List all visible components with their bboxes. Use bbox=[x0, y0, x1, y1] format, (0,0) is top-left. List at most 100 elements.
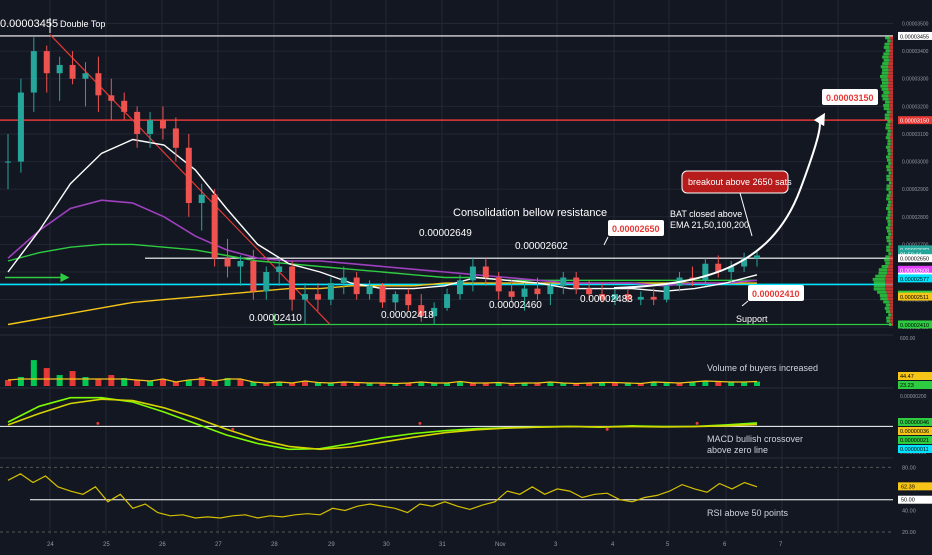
candle-body bbox=[405, 294, 412, 306]
macd-tick: 0.00000200 bbox=[900, 394, 927, 400]
volume-profile-bar bbox=[886, 165, 891, 169]
rsi-tag-text: 50.00 bbox=[901, 498, 915, 504]
volume-tag-text: 23.23 bbox=[900, 383, 914, 389]
volume-profile-bar bbox=[873, 284, 886, 288]
macd-annotation-2: above zero line bbox=[707, 445, 768, 455]
volume-bar bbox=[302, 381, 309, 386]
volume-profile-bar bbox=[888, 94, 893, 98]
label-2410: 0.00002410 bbox=[249, 313, 302, 324]
candle-body bbox=[482, 266, 489, 278]
volume-bar bbox=[431, 383, 438, 386]
volume-profile-bar bbox=[891, 181, 893, 185]
price-axis[interactable]: 0.00003500 0.00003400 0.00003300 0.00003200… bbox=[47, 0, 932, 550]
price-tick: 0.00003100 bbox=[902, 132, 929, 138]
target-price-text: 0.00003150 bbox=[826, 93, 874, 103]
candle-body bbox=[289, 266, 296, 300]
volume-profile-bar bbox=[881, 81, 889, 85]
volume-profile-bar bbox=[890, 120, 893, 124]
volume-profile-bar bbox=[890, 194, 893, 198]
grid bbox=[0, 0, 932, 535]
candle-body bbox=[379, 285, 386, 303]
volume-profile-bar bbox=[888, 181, 892, 185]
volume-profile-bar bbox=[886, 155, 891, 159]
volume-bar bbox=[172, 382, 179, 386]
volume-profile-bar bbox=[887, 129, 891, 133]
breakout-text: breakout above 2650 sats bbox=[688, 177, 792, 187]
crossover-dot bbox=[695, 421, 699, 425]
volume-profile-bar bbox=[891, 232, 893, 236]
label-2418: 0.00002418 bbox=[381, 310, 434, 321]
volume-bar bbox=[521, 383, 528, 386]
volume-profile-bar bbox=[881, 94, 889, 98]
volume-profile-bar bbox=[889, 306, 893, 310]
volume-profile-bar bbox=[886, 187, 891, 191]
volume-profile-bar bbox=[888, 68, 893, 72]
volume-profile-bar bbox=[890, 49, 893, 53]
volume-profile-bar bbox=[890, 149, 893, 153]
candle-body bbox=[69, 64, 76, 79]
volume-profile-bar bbox=[890, 207, 893, 211]
price-tag-text: 0.00002410 bbox=[900, 323, 929, 329]
volume-profile-bar bbox=[891, 242, 893, 246]
volume-profile-bar bbox=[883, 45, 890, 49]
volume-profile-bar bbox=[886, 290, 893, 294]
macd-tag-text: 0.00000021 bbox=[900, 438, 929, 444]
price-tick: 0.00002900 bbox=[902, 187, 929, 193]
volume-profile-bar bbox=[886, 319, 891, 323]
ema50-line bbox=[7, 199, 758, 287]
volume-bar bbox=[624, 383, 631, 386]
volume-profile-bar bbox=[887, 139, 891, 143]
volume-bar bbox=[314, 382, 321, 386]
time-tick: 26 bbox=[159, 542, 166, 548]
volume-profile-bar bbox=[887, 223, 891, 227]
volume-profile-bar bbox=[890, 168, 893, 172]
candle-body bbox=[172, 128, 179, 148]
projection-arrow bbox=[613, 112, 826, 289]
volume-profile-bar bbox=[888, 242, 892, 246]
volume-profile-bar bbox=[886, 239, 891, 243]
volume-bar bbox=[237, 379, 244, 386]
volume-profile-bar bbox=[886, 174, 891, 178]
volume-bar bbox=[741, 382, 748, 386]
volume-profile-bar bbox=[890, 139, 893, 143]
candle-body bbox=[302, 294, 309, 300]
volume-bar bbox=[689, 382, 696, 386]
candle-body bbox=[418, 305, 425, 317]
candle-body bbox=[431, 307, 438, 317]
volume-profile-bar bbox=[886, 248, 891, 252]
volume-profile-bar bbox=[890, 110, 893, 114]
volume-profile-bar bbox=[886, 168, 891, 172]
volume-profile-bar bbox=[888, 71, 893, 75]
volume-bar bbox=[5, 380, 11, 386]
price-tag bbox=[898, 274, 932, 283]
time-tick: 25 bbox=[103, 542, 110, 548]
price-tag bbox=[898, 249, 932, 258]
volume-bar bbox=[444, 383, 451, 386]
volume-profile-bar bbox=[884, 113, 890, 117]
volume-profile-bar bbox=[886, 178, 891, 182]
volume-profile-bar bbox=[884, 42, 890, 46]
volume-profile-bar bbox=[889, 255, 893, 259]
volume-profile-bar bbox=[888, 313, 892, 317]
volume-profile-bar bbox=[887, 229, 891, 233]
candle-body bbox=[327, 283, 334, 300]
volume-profile-bar bbox=[885, 287, 893, 291]
breakout-pointer bbox=[739, 192, 753, 237]
volume-bar bbox=[418, 382, 425, 386]
volume-profile-bar bbox=[889, 45, 893, 49]
volume-profile-bar bbox=[884, 116, 890, 120]
volume-profile-bar bbox=[890, 203, 893, 207]
volume-bar bbox=[586, 383, 593, 386]
volume-profile-bar bbox=[882, 97, 889, 101]
time-tick: 5 bbox=[666, 542, 670, 548]
candle-body bbox=[534, 288, 541, 295]
volume-bar bbox=[185, 380, 192, 386]
volume-profile-bar bbox=[890, 219, 893, 223]
time-tick: 7 bbox=[779, 542, 783, 548]
volume-profile-bar bbox=[890, 184, 893, 188]
signal-line bbox=[7, 398, 758, 451]
volume-profile-bar bbox=[889, 103, 893, 107]
volume-profile-bar bbox=[890, 245, 893, 249]
